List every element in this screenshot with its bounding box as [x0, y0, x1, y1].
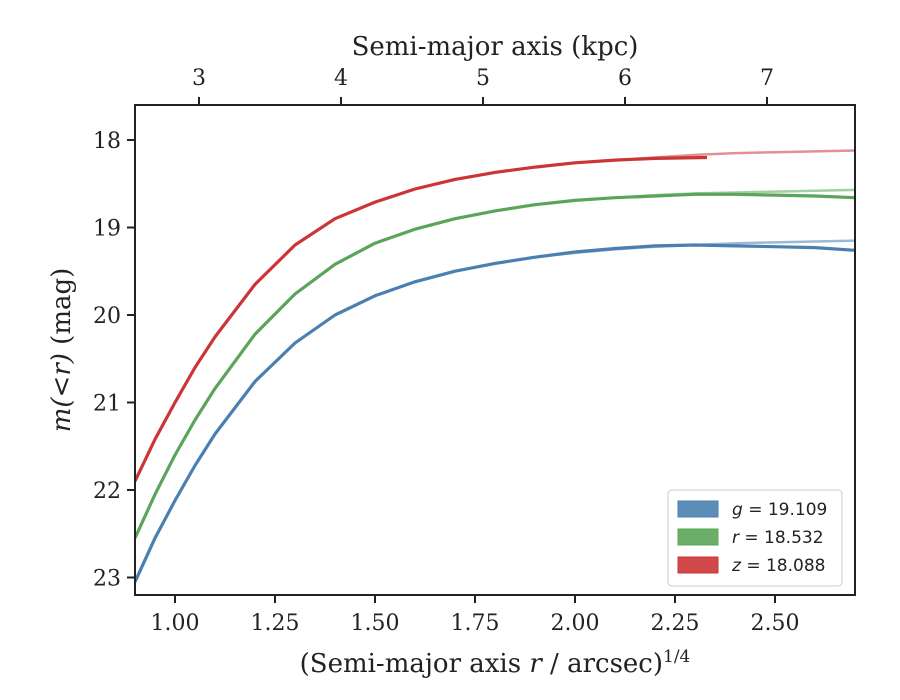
legend-swatch-z: [677, 556, 719, 574]
x-tick-label: 1.25: [251, 611, 300, 636]
series-r-line: [135, 192, 855, 539]
x-tick-label: 1.50: [351, 611, 400, 636]
top-tick-label: 3: [192, 66, 206, 91]
plot-area: [134, 104, 856, 596]
legend-label-g: g = 19.109: [732, 500, 827, 520]
legend-label-r: r = 18.532: [732, 528, 824, 548]
y-tick-label: 21: [93, 392, 121, 417]
plot-frame: [134, 104, 856, 596]
top-tick-label: 4: [334, 66, 348, 91]
top-axis-title: Semi-major axis (kpc): [352, 32, 639, 62]
legend-swatch-g: [677, 500, 719, 518]
series-layer: [135, 149, 855, 583]
bottom-x-axis: 1.00 1.25 1.50 1.75 2.00 2.25 2.50: [151, 595, 800, 636]
top-tick-label: 5: [476, 66, 490, 91]
y-tick-label: 23: [93, 567, 121, 592]
legend-label-z: z = 18.088: [731, 556, 825, 576]
legend: g = 19.109 r = 18.532 z = 18.088: [667, 489, 843, 587]
bottom-axis-title: (Semi-major axis r / arcsec)1/4: [300, 647, 691, 679]
y-tick-label: 20: [93, 304, 121, 329]
x-tick-label: 1.75: [451, 611, 500, 636]
y-tick-label: 19: [93, 217, 121, 242]
series-g-line: [135, 243, 855, 583]
series-z-model-line: [135, 149, 855, 482]
x-tick-label: 2.50: [751, 611, 800, 636]
top-tick-label: 6: [618, 66, 632, 91]
x-tick-label: 2.25: [651, 611, 700, 636]
top-x-axis: 3 4 5 6 7: [192, 66, 774, 105]
y-tick-label: 22: [93, 479, 121, 504]
series-z-line: [135, 155, 708, 482]
legend-swatch-r: [677, 528, 719, 546]
x-tick-label: 2.00: [551, 611, 600, 636]
y-tick-label: 18: [93, 129, 121, 154]
top-tick-label: 7: [760, 66, 774, 91]
left-y-axis: 18 19 20 21 22 23: [93, 129, 135, 592]
left-axis-title: m(<r) (mag): [47, 268, 77, 433]
x-tick-label: 1.00: [151, 611, 200, 636]
